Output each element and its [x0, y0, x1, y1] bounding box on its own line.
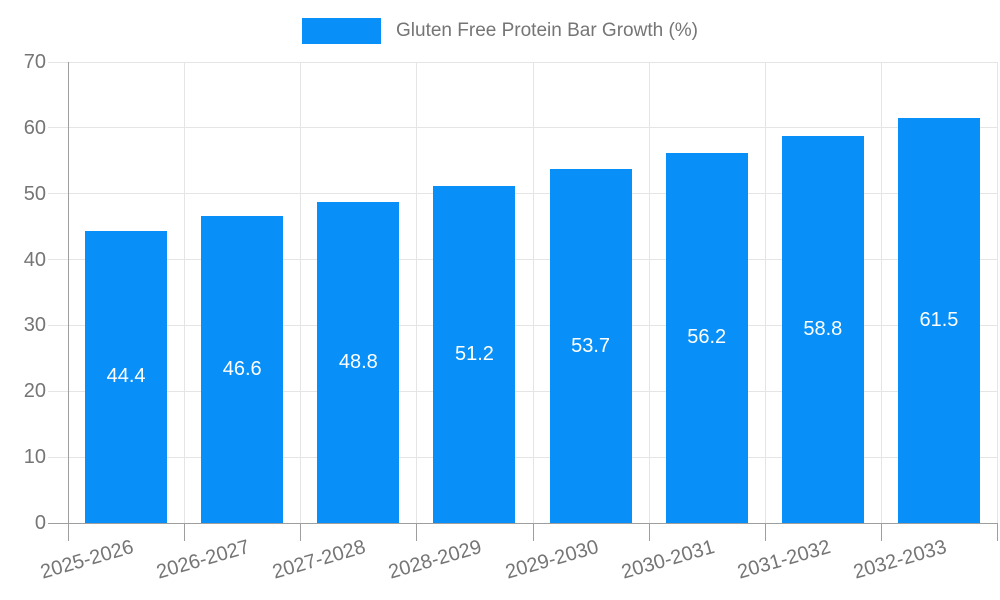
y-gridline	[48, 259, 997, 261]
y-axis-tick-label: 50	[23, 182, 46, 205]
y-axis-tick-label: 60	[23, 116, 46, 139]
x-axis-tick	[997, 523, 998, 541]
y-axis-tick-label: 30	[23, 314, 46, 337]
y-axis-tick-label: 10	[23, 446, 46, 469]
x-axis-tick	[416, 523, 417, 541]
x-gridline	[881, 62, 882, 523]
y-gridline	[48, 61, 997, 63]
x-axis-tick	[765, 523, 766, 541]
legend-label: Gluten Free Protein Bar Growth (%)	[396, 20, 698, 41]
y-axis-tick-label: 70	[23, 51, 46, 73]
y-gridline	[48, 456, 997, 458]
bar-value-label: 61.5	[919, 308, 959, 331]
x-gridline	[533, 62, 534, 523]
bar-2029-2030[interactable]: 53.7	[549, 169, 632, 523]
x-gridline	[184, 62, 185, 523]
x-gridline	[997, 62, 998, 523]
y-gridline	[48, 390, 997, 392]
bar-value-label: 48.8	[338, 350, 378, 373]
y-axis-tick-label: 0	[34, 512, 46, 534]
chart-legend[interactable]: Gluten Free Protein Bar Growth (%)	[0, 18, 1000, 44]
bar-2027-2028[interactable]: 48.8	[317, 201, 400, 523]
x-axis-tick	[300, 523, 301, 541]
x-gridline	[765, 62, 766, 523]
y-axis-tick-label: 40	[23, 248, 46, 271]
y-gridline	[48, 324, 997, 326]
bar-value-label: 46.6	[222, 358, 262, 381]
plot-area: 44.4 2025-2026 46.6 2026-2027 48.8 2027-2028 5…	[38, 61, 998, 584]
x-axis-line	[48, 523, 997, 524]
bar-value-label: 51.2	[454, 342, 494, 365]
x-axis-tick	[184, 523, 185, 541]
y-gridline	[48, 127, 997, 129]
bar-value-label: 44.4	[106, 365, 146, 388]
bar-2028-2029[interactable]: 51.2	[433, 185, 516, 523]
bar-2031-2032[interactable]: 58.8	[781, 135, 864, 523]
x-gridline	[416, 62, 417, 523]
x-gridline	[300, 62, 301, 523]
bar-2030-2031[interactable]: 56.2	[665, 152, 748, 523]
bar-value-label: 56.2	[687, 326, 727, 349]
bar-2025-2026[interactable]: 44.4	[85, 230, 168, 523]
legend-swatch	[302, 18, 381, 44]
bar-2032-2033[interactable]: 61.5	[897, 117, 980, 523]
bar-value-label: 53.7	[571, 334, 611, 357]
bar-value-label: 58.8	[803, 317, 843, 340]
y-axis-tick-label: 20	[23, 380, 46, 403]
y-axis-line	[68, 62, 69, 541]
x-axis-tick	[533, 523, 534, 541]
y-gridline	[48, 193, 997, 195]
bar-2026-2027[interactable]: 46.6	[201, 216, 284, 523]
x-axis-tick	[649, 523, 650, 541]
x-gridline	[649, 62, 650, 523]
x-axis-tick	[881, 523, 882, 541]
